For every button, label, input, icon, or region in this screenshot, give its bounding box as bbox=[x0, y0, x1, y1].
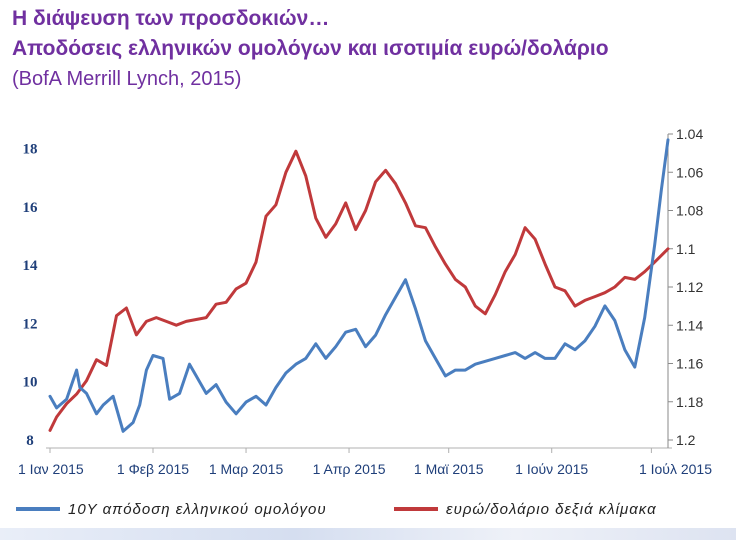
chart-title-line2: Αποδόσεις ελληνικών ομολόγων και ισοτιμί… bbox=[12, 37, 609, 60]
chart-axes bbox=[46, 134, 672, 449]
legend-swatch-eurusd bbox=[394, 507, 438, 511]
chart-title-line1: Η διάψευση των προσδοκιών… bbox=[12, 7, 330, 30]
left-tick-label: 16 bbox=[23, 200, 39, 216]
right-tick-label: 1.16 bbox=[676, 356, 703, 372]
right-tick-label: 1.12 bbox=[676, 279, 703, 295]
right-tick-label: 1.06 bbox=[676, 164, 703, 180]
series-lines bbox=[48, 138, 670, 433]
x-tick-label: 1 Απρ 2015 bbox=[313, 461, 386, 477]
chart-source: (BofA Merrill Lynch, 2015) bbox=[12, 68, 242, 90]
right-tick-label: 1.08 bbox=[676, 203, 703, 219]
left-tick-label: 10 bbox=[23, 375, 38, 391]
x-axis-ticks: 1 Ιαν 2015 1 Φεβ 2015 1 Μαρ 2015 1 Απρ 2015… bbox=[18, 448, 712, 477]
legend-label-10y: 10Y απόδοση ελληνικού ομολόγου bbox=[68, 500, 327, 518]
right-tick-label: 1.04 bbox=[676, 126, 703, 142]
x-tick-label: 1 Ιούν 2015 bbox=[515, 461, 588, 477]
series-line-eurusd bbox=[48, 149, 670, 432]
right-axis-ticks: 1.04 1.06 1.08 1.1 1.12 1.14 1.16 1.18 1.2 bbox=[668, 126, 703, 448]
x-tick-label: 1 Φεβ 2015 bbox=[117, 461, 189, 477]
legend-item-10y: 10Y απόδοση ελληνικού ομολόγου bbox=[16, 496, 327, 522]
left-tick-label: 18 bbox=[23, 142, 38, 158]
legend-swatch-10y bbox=[16, 507, 60, 511]
left-axis-ticks: 8 10 12 14 16 18 bbox=[23, 142, 39, 449]
right-tick-label: 1.2 bbox=[676, 432, 696, 448]
legend-label-eurusd: ευρώ/δολάριο δεξιά κλίμακα bbox=[446, 500, 657, 518]
right-tick-label: 1.1 bbox=[676, 241, 696, 257]
legend-item-eurusd: ευρώ/δολάριο δεξιά κλίμακα bbox=[394, 496, 657, 522]
chart-header: Η διάψευση των προσδοκιών… Αποδόσεις ελλ… bbox=[12, 4, 732, 94]
decorative-footer-band bbox=[0, 528, 736, 540]
series-line-10y bbox=[48, 138, 670, 433]
x-tick-label: 1 Ιαν 2015 bbox=[18, 461, 84, 477]
x-tick-label: 1 Μαϊ 2015 bbox=[414, 461, 484, 477]
chart-legend: 10Y απόδοση ελληνικού ομολόγου ευρώ/δολά… bbox=[16, 496, 731, 522]
left-tick-label: 8 bbox=[26, 433, 34, 449]
left-tick-label: 14 bbox=[23, 258, 39, 274]
right-tick-label: 1.18 bbox=[676, 394, 703, 410]
left-tick-label: 12 bbox=[23, 316, 38, 332]
x-tick-label: 1 Ιούλ 2015 bbox=[639, 461, 712, 477]
x-tick-label: 1 Μαρ 2015 bbox=[209, 461, 284, 477]
right-tick-label: 1.14 bbox=[676, 317, 703, 333]
